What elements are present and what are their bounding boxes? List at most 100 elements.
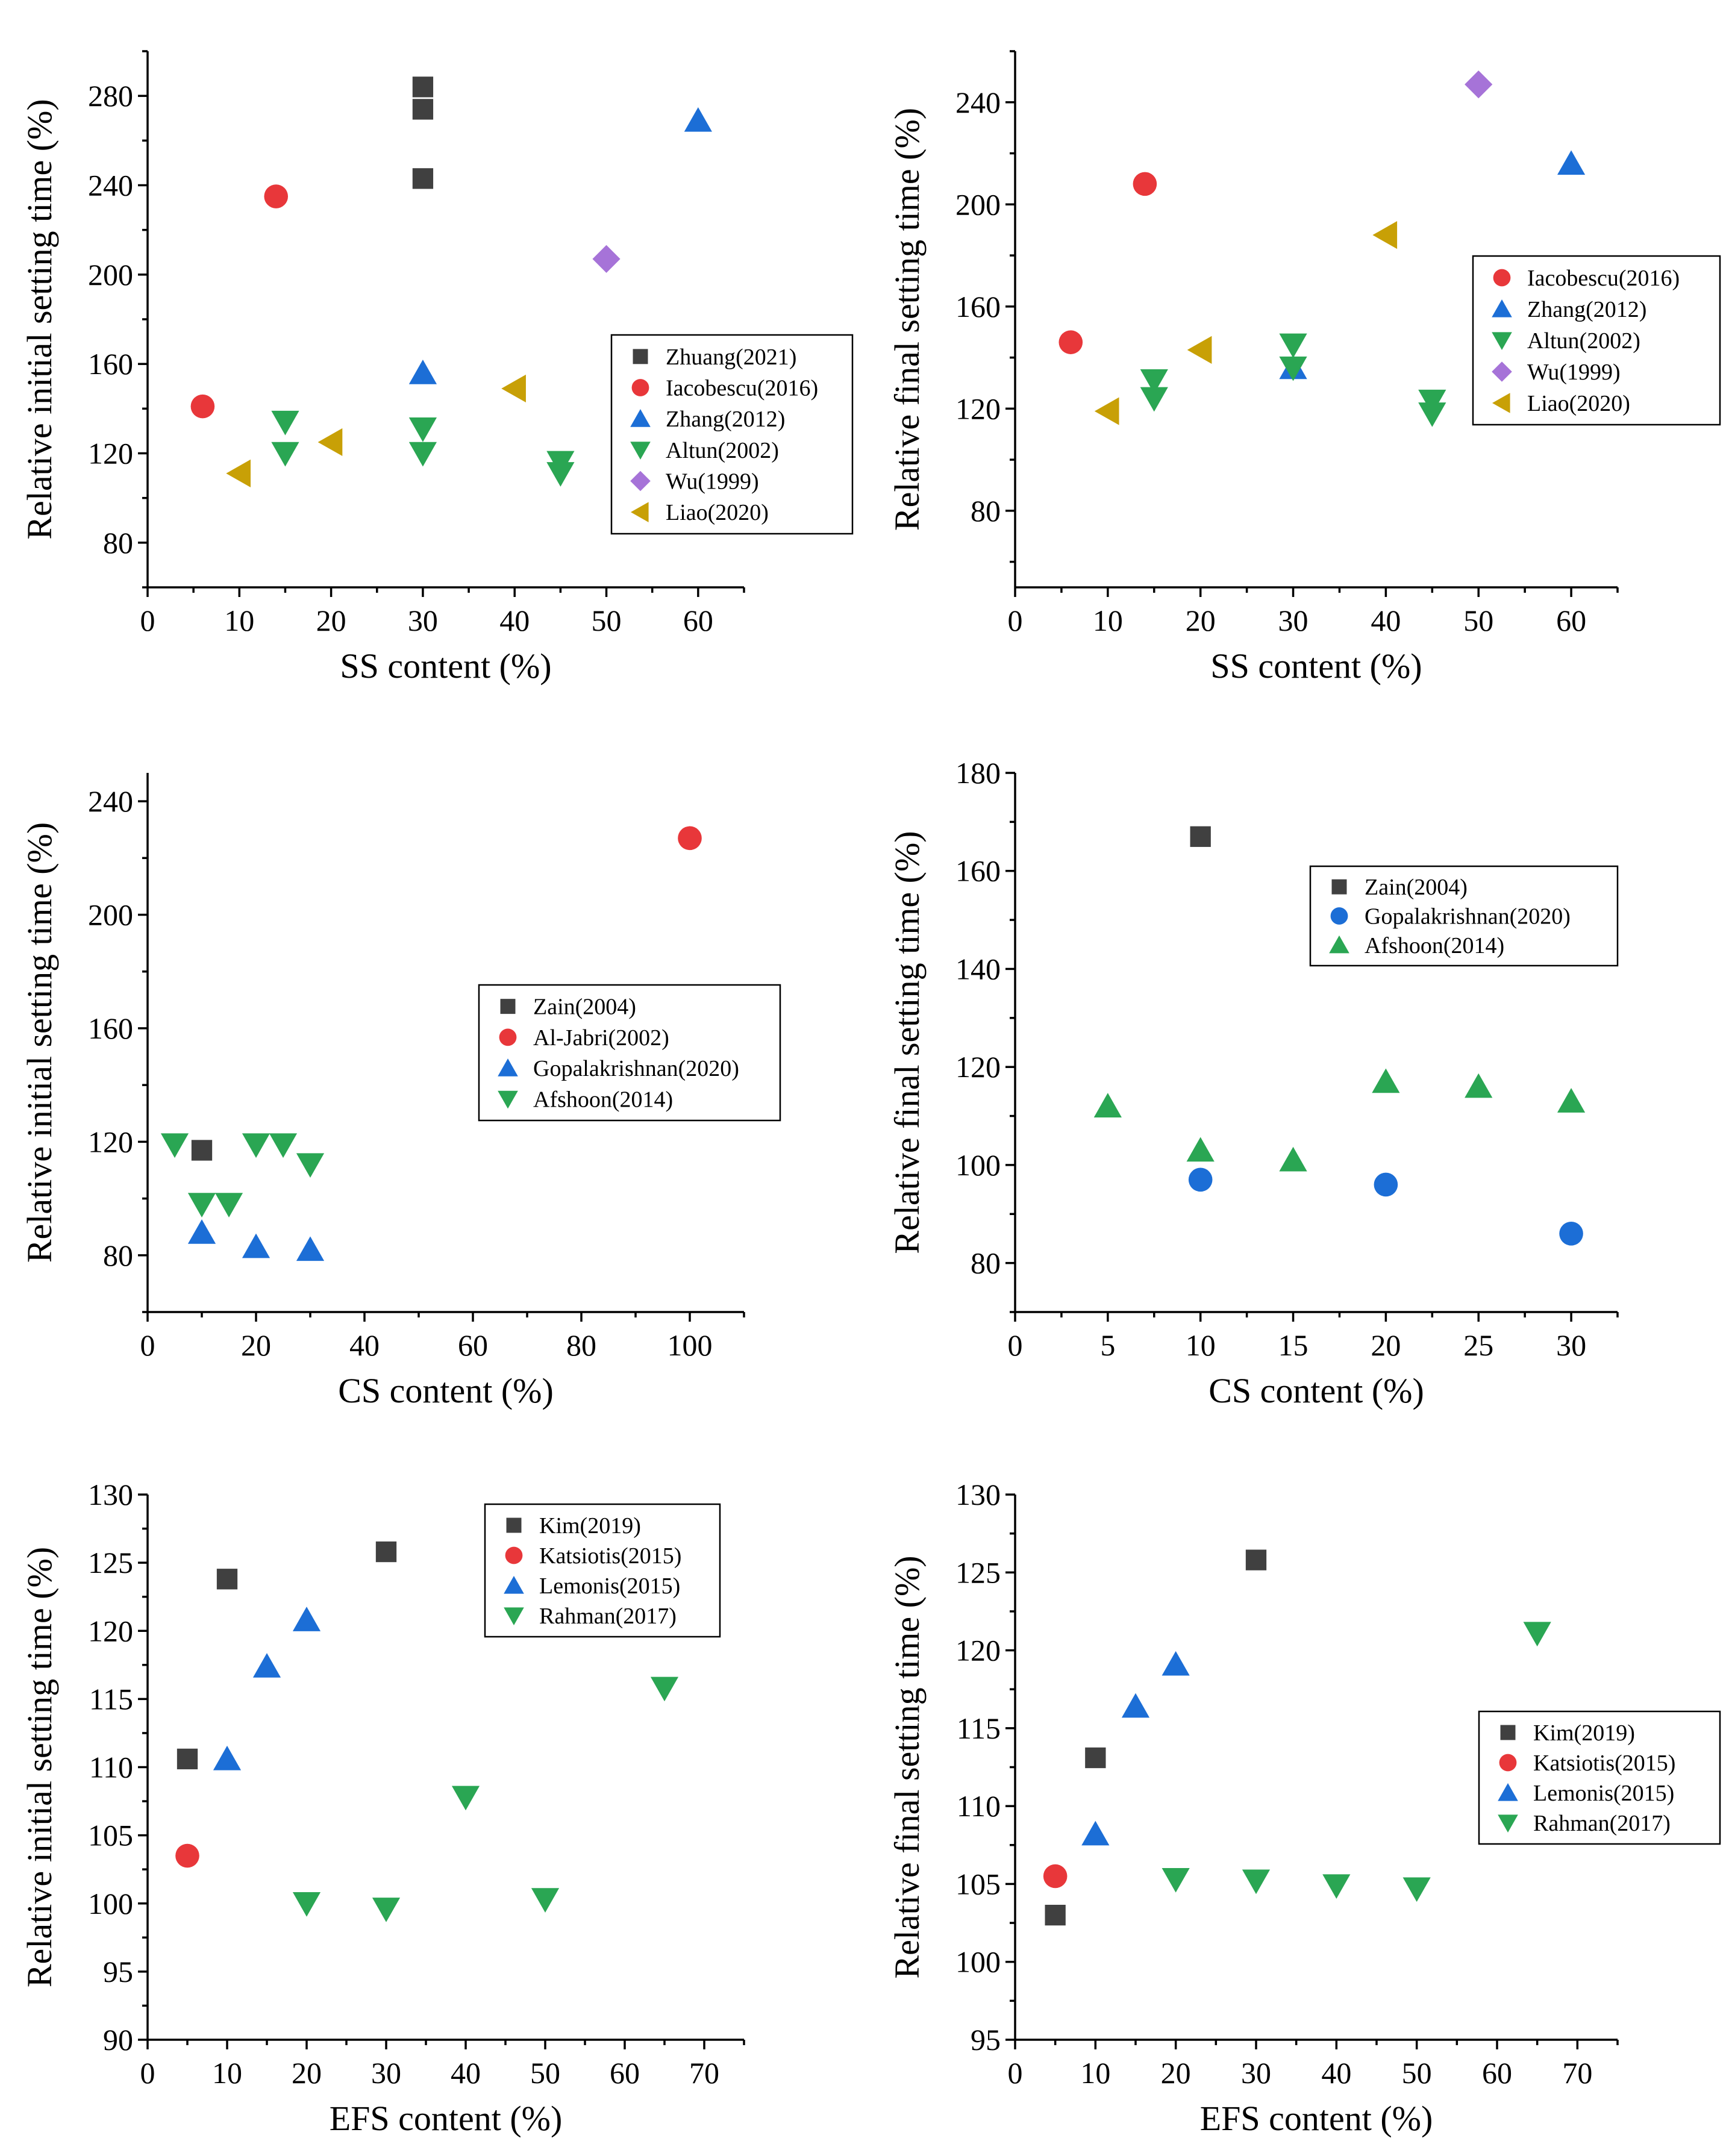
data-point[interactable] [412,168,434,189]
data-point[interactable] [187,1193,216,1217]
data-point[interactable] [546,462,575,487]
data-point[interactable] [1322,1874,1351,1899]
x-axis-title: SS content (%) [1210,646,1422,686]
x-tick-label: 30 [408,604,438,637]
legend-marker [1492,299,1512,317]
data-point[interactable] [160,1133,189,1158]
legend-label: Rahman(2017) [539,1604,677,1629]
legend-label: Zain(2004) [533,995,636,1020]
y-tick-label: 105 [955,1867,1001,1901]
data-point[interactable] [292,1607,321,1631]
data-point[interactable] [501,374,526,403]
data-point[interactable] [451,1786,480,1811]
data-point[interactable] [1279,1146,1307,1172]
data-point[interactable] [1465,70,1493,99]
x-tick-label: 50 [592,604,622,637]
data-point[interactable] [252,1653,281,1678]
data-point[interactable] [242,1133,270,1158]
legend: Iacobescu(2016) Zhang(2012) Altun(2002) Wu(… [1472,255,1721,426]
data-point[interactable] [1043,1864,1068,1889]
x-tick-label: 60 [610,2056,640,2090]
data-point[interactable] [412,77,434,98]
data-point[interactable] [1140,387,1168,412]
data-point[interactable] [1121,1693,1150,1718]
data-point[interactable] [187,1219,216,1244]
data-point[interactable] [190,394,215,419]
data-point[interactable] [1372,1068,1400,1093]
legend-marker [630,470,651,492]
data-point[interactable] [1559,1222,1583,1246]
data-point[interactable] [1523,1622,1551,1647]
data-point[interactable] [1402,1877,1431,1902]
data-point[interactable] [372,1898,401,1922]
data-point[interactable] [592,245,621,273]
y-tick-label: 90 [103,2023,133,2057]
legend-marker [631,502,649,522]
data-point[interactable] [216,1569,238,1590]
data-point[interactable] [1279,333,1307,358]
data-point[interactable] [1188,1167,1213,1192]
data-point[interactable] [375,1541,397,1563]
data-point[interactable] [1279,356,1307,381]
data-point[interactable] [1186,1137,1215,1162]
data-point[interactable] [242,1233,270,1258]
x-tick-label: 30 [1278,604,1308,637]
series-Liao(2020) [1094,221,1398,425]
data-point[interactable] [1140,369,1168,394]
data-point[interactable] [1058,330,1083,354]
data-point[interactable] [226,459,251,487]
data-point[interactable] [650,1676,679,1702]
series-Katsiotis(2015) [1043,1864,1068,1889]
data-point[interactable] [1242,1869,1271,1895]
y-tick-label: 105 [88,1819,133,1852]
data-point[interactable] [1045,1904,1066,1926]
data-point[interactable] [1094,397,1119,425]
data-point[interactable] [1162,1867,1190,1893]
data-point[interactable] [408,360,437,384]
data-point[interactable] [1557,1088,1586,1113]
data-point[interactable] [177,1748,198,1770]
data-point[interactable] [408,417,437,442]
data-point[interactable] [1162,1651,1190,1676]
data-point[interactable] [1418,402,1446,427]
legend-marker [630,442,651,460]
data-point[interactable] [412,99,434,120]
data-point[interactable] [1085,1747,1106,1769]
data-point[interactable] [175,1843,199,1868]
data-point[interactable] [296,1153,325,1178]
data-point[interactable] [1418,389,1446,414]
data-point[interactable] [292,1892,321,1917]
data-point[interactable] [1465,1073,1493,1098]
data-point[interactable] [1245,1549,1267,1570]
data-point[interactable] [1133,172,1157,196]
data-point[interactable] [296,1236,325,1261]
data-point[interactable] [214,1193,243,1217]
data-point[interactable] [1081,1820,1110,1846]
legend-label: Liao(2020) [1527,391,1630,416]
data-point[interactable] [271,442,299,467]
data-point[interactable] [271,410,299,436]
data-point[interactable] [684,107,712,132]
data-point[interactable] [269,1133,298,1158]
data-point[interactable] [213,1745,242,1770]
data-point[interactable] [1093,1093,1122,1117]
data-point[interactable] [191,1140,213,1161]
data-point[interactable] [1187,336,1212,364]
series-Iacobescu(2016) [190,184,289,419]
series-Afshoon(2014) [160,1133,325,1217]
legend-marker [499,1028,517,1046]
data-point[interactable] [264,184,289,208]
data-point[interactable] [1374,1172,1398,1197]
y-tick-label: 120 [88,1614,133,1648]
data-point[interactable] [1190,826,1211,847]
data-point[interactable] [317,428,343,457]
data-point[interactable] [408,442,437,467]
data-point[interactable] [1372,221,1398,249]
series-Afshoon(2014) [1093,1068,1586,1172]
data-point[interactable] [678,826,702,851]
legend: Zain(2004) Gopalakrishnan(2020) Afshoon(20… [1309,865,1619,967]
data-point[interactable] [1557,150,1586,175]
data-point[interactable] [531,1888,560,1913]
chart-svg-d: 0 5 10 15 20 25 30 80 100 120 140 160 180 CS content … [887,756,1619,1410]
legend-marker [1500,1725,1516,1740]
